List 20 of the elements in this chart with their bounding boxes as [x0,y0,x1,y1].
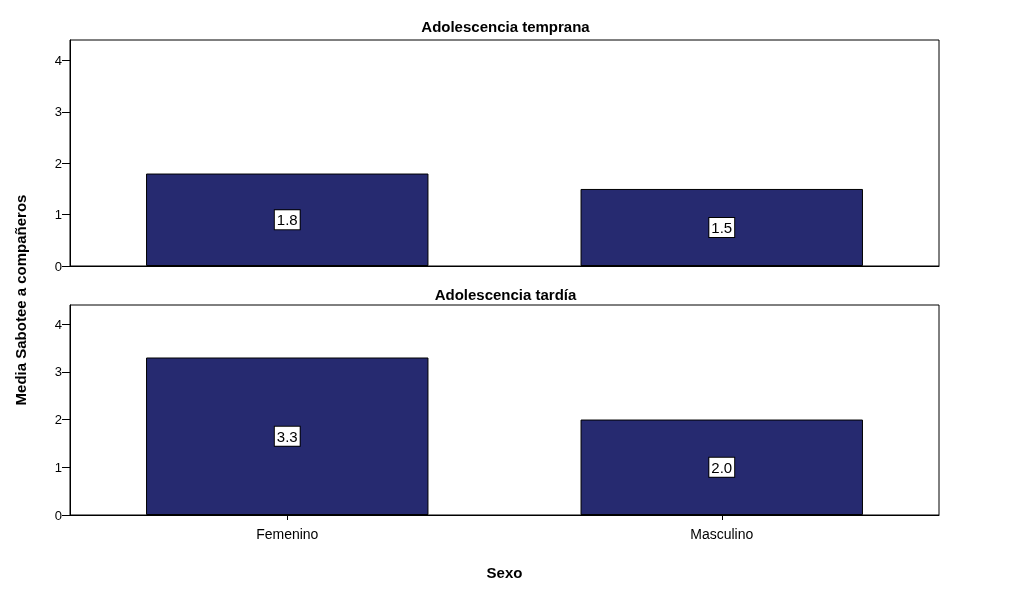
y-tick-label: 1 [54,459,62,475]
y-axis-title: Media Sabotee a compañeros [11,194,29,406]
y-tick-label: 4 [54,316,62,332]
y-tick-label: 0 [54,258,62,274]
y-tick-label: 3 [54,104,62,120]
y-tick-label: 0 [54,507,62,523]
chart-title: Adolescencia temprana [421,18,591,35]
data-label: 3.3 [276,427,298,445]
y-tick-label: 1 [54,207,62,223]
y-tick-label: 3 [54,364,62,380]
x-tick-label: Femenino [256,526,319,542]
data-label: 2.0 [711,458,733,476]
chart-title: Adolescencia tardía [434,286,578,303]
y-tick-label: 2 [54,412,62,428]
y-tick-label: 2 [54,155,62,171]
data-label: 1.8 [276,211,298,229]
data-label: 1.5 [711,218,733,236]
x-tick-label: Masculino [690,526,754,542]
x-axis-title: Sexo [486,564,523,581]
y-tick-label: 4 [54,53,62,69]
